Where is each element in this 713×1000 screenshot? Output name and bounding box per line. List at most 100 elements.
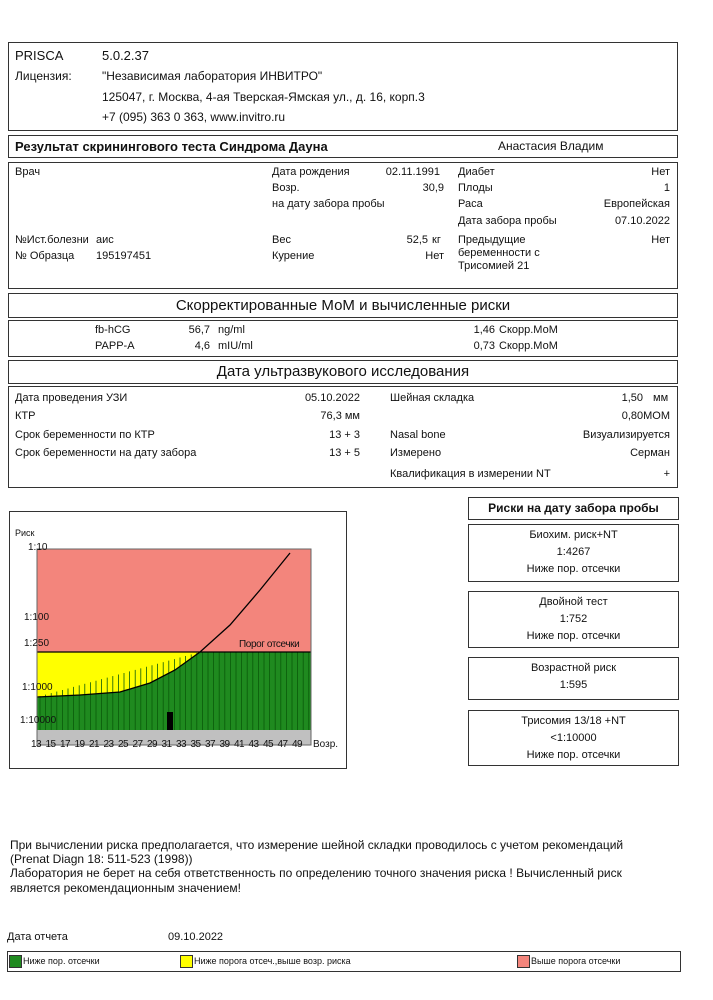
label: Возр. bbox=[272, 182, 300, 194]
value: Нет bbox=[651, 166, 670, 178]
plot-frame bbox=[36, 548, 312, 746]
value: 13 + 3 bbox=[329, 429, 360, 441]
x-tick-label: 35 bbox=[190, 739, 202, 750]
x-tick-label: 13 bbox=[31, 739, 42, 750]
risk-verdict: Ниже пор. отсечки bbox=[526, 563, 621, 575]
label: Предыдущие беременности с Трисомией 21 bbox=[458, 234, 540, 272]
x-tick-label: 19 bbox=[74, 739, 86, 750]
license-line: +7 (095) 363 0 363, www.invitro.ru bbox=[102, 110, 286, 124]
risk-box bbox=[468, 657, 679, 700]
value: 02.11.1991 bbox=[385, 166, 440, 178]
patient-box bbox=[8, 162, 678, 289]
risk-verdict: Ниже пор. отсечки bbox=[526, 630, 621, 642]
value: 1 bbox=[663, 182, 670, 194]
label: КТР bbox=[15, 410, 36, 422]
patient-marker bbox=[167, 712, 173, 730]
value: 4,6 bbox=[194, 340, 210, 352]
risk-box bbox=[468, 591, 679, 648]
value: + bbox=[663, 468, 670, 480]
risk-box bbox=[468, 524, 679, 582]
label: Шейная складка bbox=[390, 392, 475, 404]
value: Нет bbox=[425, 250, 444, 262]
y-tick-label: 1:1000 bbox=[22, 682, 53, 693]
legend-label: Ниже порога отсеч.,выше возр. риска bbox=[194, 956, 351, 966]
risk-value: 1:595 bbox=[559, 679, 588, 691]
risk-name: Биохим. риск+NT bbox=[529, 529, 618, 541]
label: Курение bbox=[272, 250, 315, 262]
y-tick-label: 1:250 bbox=[24, 638, 50, 649]
label: Дата проведения УЗИ bbox=[15, 392, 128, 404]
bar-stripes bbox=[39, 652, 310, 730]
section-box bbox=[8, 360, 678, 384]
x-tick-label: 37 bbox=[205, 739, 216, 750]
unit: кг bbox=[432, 234, 441, 246]
legend-label: Выше порога отсечки bbox=[531, 956, 621, 966]
legend-swatch bbox=[9, 955, 22, 968]
y-tick-label: 1:10 bbox=[28, 542, 48, 553]
note: При вычислении риска предполагается, что… bbox=[10, 838, 624, 852]
report-date-label: Дата отчета bbox=[7, 931, 68, 943]
value: Визуализируется bbox=[582, 429, 670, 441]
chart-box bbox=[9, 511, 347, 769]
note: Лаборатория не берет на себя ответственн… bbox=[10, 866, 622, 880]
section-title: Скорректированные МоМ и вычисленные риск… bbox=[175, 297, 511, 314]
label: Измерено bbox=[390, 447, 442, 459]
risk-name: Возрастной риск bbox=[530, 662, 617, 674]
note: (Prenat Diagn 18: 511-523 (1998)) bbox=[10, 852, 193, 866]
x-tick-label: 27 bbox=[132, 739, 144, 750]
y-axis-label: Риск bbox=[15, 528, 35, 538]
risk-name: Двойной тест bbox=[539, 596, 608, 608]
label: № Образца bbox=[15, 250, 75, 262]
marker: fb-hCG bbox=[95, 324, 131, 336]
x-tick-label: 39 bbox=[219, 739, 231, 750]
above-cutoff-zone bbox=[37, 549, 311, 652]
cutoff-label: Порог отсечки bbox=[239, 639, 300, 650]
patient-name: Анастасия Владим bbox=[498, 139, 604, 153]
mom-label: Скорр.МоМ bbox=[499, 324, 558, 336]
label: на дату забора пробы bbox=[272, 198, 385, 210]
value: 195197451 bbox=[96, 250, 152, 262]
x-tick-label: 49 bbox=[292, 739, 303, 750]
version: 5.0.2.37 bbox=[102, 48, 149, 63]
x-tick-label: 17 bbox=[60, 739, 71, 750]
header-box bbox=[8, 42, 678, 131]
unit: ng/ml bbox=[218, 324, 245, 336]
label: Диабет bbox=[458, 166, 495, 178]
value: аис bbox=[96, 234, 114, 246]
value: 30,9 bbox=[422, 182, 444, 194]
license-line: 125047, г. Москва, 4-ая Тверская-Ямская … bbox=[102, 91, 425, 104]
unit: mIU/ml bbox=[218, 340, 253, 352]
unit: мм bbox=[653, 392, 669, 404]
x-tick-label: 47 bbox=[277, 739, 289, 750]
value: Нет bbox=[651, 234, 670, 246]
section-title: Дата ультразвукового исследования bbox=[216, 363, 470, 380]
value: 76,3 мм bbox=[320, 410, 360, 422]
x-axis-label: Возр. bbox=[313, 739, 339, 750]
label: Дата забора пробы bbox=[458, 215, 557, 227]
ultrasound-box bbox=[8, 386, 678, 488]
legend-swatch bbox=[180, 955, 193, 968]
mom-label: Скорр.МоМ bbox=[499, 340, 558, 352]
legend-box bbox=[7, 951, 681, 972]
x-tick-label: 41 bbox=[234, 739, 245, 750]
legend-label: Ниже пор. отсечки bbox=[23, 956, 100, 966]
risks-title: Риски на дату забора пробы bbox=[488, 501, 659, 515]
x-tick-label: 25 bbox=[118, 739, 129, 750]
value: Европейская bbox=[603, 198, 670, 210]
risk-value: 1:752 bbox=[559, 613, 588, 625]
legend-swatch bbox=[517, 955, 530, 968]
risk-verdict: Ниже пор. отсечки bbox=[526, 749, 621, 761]
x-tick-label: 43 bbox=[248, 739, 260, 750]
marker: PAPP-A bbox=[95, 340, 135, 352]
program: PRISCA bbox=[15, 48, 64, 63]
section-box bbox=[8, 293, 678, 318]
mom-value: 0,73 bbox=[473, 340, 495, 352]
label: Вес bbox=[272, 234, 291, 246]
label: Дата рождения bbox=[272, 166, 350, 178]
title-box bbox=[8, 135, 678, 158]
value: 07.10.2022 bbox=[614, 215, 670, 227]
x-tick-label: 21 bbox=[89, 739, 100, 750]
y-tick-label: 1:10000 bbox=[20, 715, 57, 726]
value: 52,5 bbox=[406, 234, 428, 246]
